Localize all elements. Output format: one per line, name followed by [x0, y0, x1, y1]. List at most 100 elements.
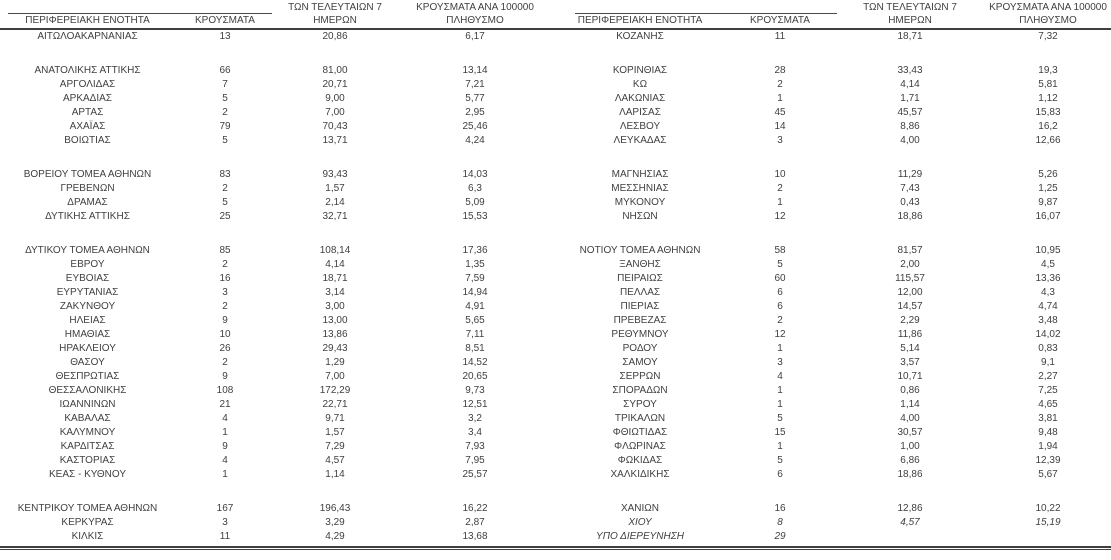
table-row: ΣΠΟΡΑΔΩΝ 1 0,86 7,25 — [555, 384, 1111, 398]
cell-region: ΠΙΕΡΙΑΣ — [620, 301, 660, 312]
cell-region: ΚΟΡΙΝΘΙΑΣ — [612, 65, 668, 76]
cell-per100k: 7,95 — [465, 455, 485, 466]
cell-per100k: 4,3 — [1041, 287, 1055, 298]
cell-cases: 2 — [222, 259, 228, 270]
cases-table-right: ΠΕΡΙΦΕΡΕΙΑΚΗ ΕΝΟΤΗΤΑ ΚΡΟΥΣΜΑΤΑ ΤΩΝ ΤΕΛΕΥ… — [555, 0, 1111, 544]
table-row: ΛΑΚΩΝΙΑΣ 1 1,71 1,12 — [555, 92, 1111, 106]
cell-per100k: 9,48 — [1038, 427, 1058, 438]
cell-last7: 0,86 — [900, 385, 920, 396]
table-row: ΚΩ 2 4,14 5,81 — [555, 78, 1111, 92]
cell-last7: 4,14 — [325, 259, 345, 270]
cell-region: ΛΕΥΚΑΔΑΣ — [613, 135, 667, 146]
table-row: ΑΧΑΪΑΣ 79 70,43 25,46 — [0, 120, 555, 134]
cell-per100k: 14,02 — [1035, 329, 1061, 340]
cell-cases: 1 — [777, 399, 783, 410]
cell-last7: 3,29 — [325, 517, 345, 528]
cell-last7: 32,71 — [322, 211, 348, 222]
cell-cases: 3 — [777, 357, 783, 368]
cell-cases: 85 — [219, 245, 231, 256]
cell-per100k: 15,19 — [1035, 517, 1061, 528]
cell-last7: 18,71 — [322, 273, 348, 284]
cell-cases: 10 — [774, 169, 786, 180]
cell-region: ΚΑΡΔΙΤΣΑΣ — [60, 441, 115, 452]
cell-per100k: 3,81 — [1038, 413, 1058, 424]
cell-per100k: 1,94 — [1038, 441, 1058, 452]
cell-region: ΑΡΤΑΣ — [71, 107, 104, 118]
cell-last7: 18,86 — [897, 469, 923, 480]
cell-cases: 3 — [222, 517, 228, 528]
table-row: ΡΕΘΥΜΝΟΥ 12 11,86 14,02 — [555, 328, 1111, 342]
spacer-row — [555, 482, 1111, 502]
cell-cases: 16 — [219, 273, 231, 284]
cell-per100k: 15,83 — [1035, 107, 1061, 118]
cell-per100k: 14,03 — [462, 169, 488, 180]
cell-cases: 83 — [219, 169, 231, 180]
cell-cases: 2 — [222, 107, 228, 118]
cell-region: ΣΠΟΡΑΔΩΝ — [612, 385, 668, 396]
cell-region: ΣΑΜΟΥ — [622, 357, 658, 368]
spacer-cell — [555, 482, 1111, 502]
cell-region: ΤΡΙΚΑΛΩΝ — [614, 413, 666, 424]
spacer-row — [0, 482, 555, 502]
cell-region: ΗΛΕΙΑΣ — [69, 315, 106, 326]
cell-last7: 93,43 — [322, 169, 348, 180]
spacer-row — [555, 148, 1111, 168]
cell-per100k: 1,12 — [1038, 93, 1058, 104]
cell-region: ΑΡΓΟΛΙΔΑΣ — [59, 79, 116, 90]
cell-per100k: 16,07 — [1035, 211, 1061, 222]
cell-per100k: 13,68 — [462, 531, 488, 542]
table-row: ΖΑΚΥΝΘΟΥ 2 3,00 4,91 — [0, 300, 555, 314]
table-row: ΘΕΣΣΑΛΟΝΙΚΗΣ 108 172,29 9,73 — [0, 384, 555, 398]
table-row: ΑΝΑΤΟΛΙΚΗΣ ΑΤΤΙΚΗΣ 66 81,00 13,14 — [0, 64, 555, 78]
table-row: ΚΕΑΣ - ΚΥΘΝΟΥ 1 1,14 25,57 — [0, 468, 555, 482]
table-body-left: ΑΙΤΩΛΟΑΚΑΡΝΑΝΙΑΣ 13 20,86 6,17 ΑΝΑΤΟΛΙΚΗΣ ΑΤ… — [0, 29, 555, 544]
table-row: ΑΙΤΩΛΟΑΚΑΡΝΑΝΙΑΣ 13 20,86 6,17 — [0, 29, 555, 44]
cell-cases: 1 — [222, 469, 228, 480]
table-row: ΚΕΡΚΥΡΑΣ 3 3,29 2,87 — [0, 516, 555, 530]
spacer-row — [0, 44, 555, 64]
cell-region: ΕΥΡΥΤΑΝΙΑΣ — [56, 287, 119, 298]
table-row: ΞΑΝΘΗΣ 5 2,00 4,5 — [555, 258, 1111, 272]
cell-last7: 4,00 — [900, 135, 920, 146]
cell-cases: 15 — [774, 427, 786, 438]
cell-region: ΛΑΚΩΝΙΑΣ — [614, 93, 666, 104]
cell-per100k: 2,27 — [1038, 371, 1058, 382]
cell-region: ΚΑΛΥΜΝΟΥ — [59, 427, 116, 438]
cell-cases: 58 — [774, 245, 786, 256]
spacer-row — [0, 148, 555, 168]
cell-region: ΘΑΣΟΥ — [70, 357, 105, 368]
cell-per100k: 7,21 — [465, 79, 485, 90]
cell-last7: 20,71 — [322, 79, 348, 90]
cell-region: ΚΕΑΣ - ΚΥΘΝΟΥ — [49, 469, 126, 480]
cell-last7: 18,86 — [897, 211, 923, 222]
cell-per100k: 14,52 — [462, 357, 488, 368]
cell-cases: 2 — [777, 183, 783, 194]
cell-last7: 4,57 — [900, 517, 920, 528]
cell-per100k: 4,91 — [465, 301, 485, 312]
cell-last7: 3,57 — [900, 357, 920, 368]
cell-cases: 5 — [222, 93, 228, 104]
cell-cases: 5 — [222, 197, 228, 208]
table-row: ΠΡΕΒΕΖΑΣ 2 2,29 3,48 — [555, 314, 1111, 328]
cell-per100k: 9,1 — [1041, 357, 1055, 368]
table-row: ΘΕΣΠΡΩΤΙΑΣ 9 7,00 20,65 — [0, 370, 555, 384]
cell-region: ΙΩΑΝΝΙΝΩΝ — [59, 399, 116, 410]
cell-region: ΣΥΡΟΥ — [623, 399, 657, 410]
table-row: ΒΟΙΩΤΙΑΣ 5 13,71 4,24 — [0, 134, 555, 148]
cell-last7: 18,71 — [897, 31, 923, 42]
cell-per100k: 8,51 — [465, 343, 485, 354]
cell-per100k: 12,66 — [1035, 135, 1061, 146]
cell-per100k: 4,24 — [465, 135, 485, 146]
cell-last7: 3,00 — [325, 301, 345, 312]
table-row: ΝΟΤΙΟΥ ΤΟΜΕΑ ΑΘΗΝΩΝ 58 81,57 10,95 — [555, 244, 1111, 258]
cell-region: ΣΕΡΡΩΝ — [619, 371, 661, 382]
cell-last7: 7,43 — [900, 183, 920, 194]
cell-cases: 5 — [222, 135, 228, 146]
cell-last7: 4,00 — [900, 413, 920, 424]
cell-region: ΒΟΙΩΤΙΑΣ — [64, 135, 111, 146]
cell-last7: 11,29 — [897, 169, 923, 180]
cell-region: ΠΕΙΡΑΙΩΣ — [617, 273, 663, 284]
cell-per100k: 7,59 — [465, 273, 485, 284]
cell-region: ΖΑΚΥΝΘΟΥ — [59, 301, 116, 312]
